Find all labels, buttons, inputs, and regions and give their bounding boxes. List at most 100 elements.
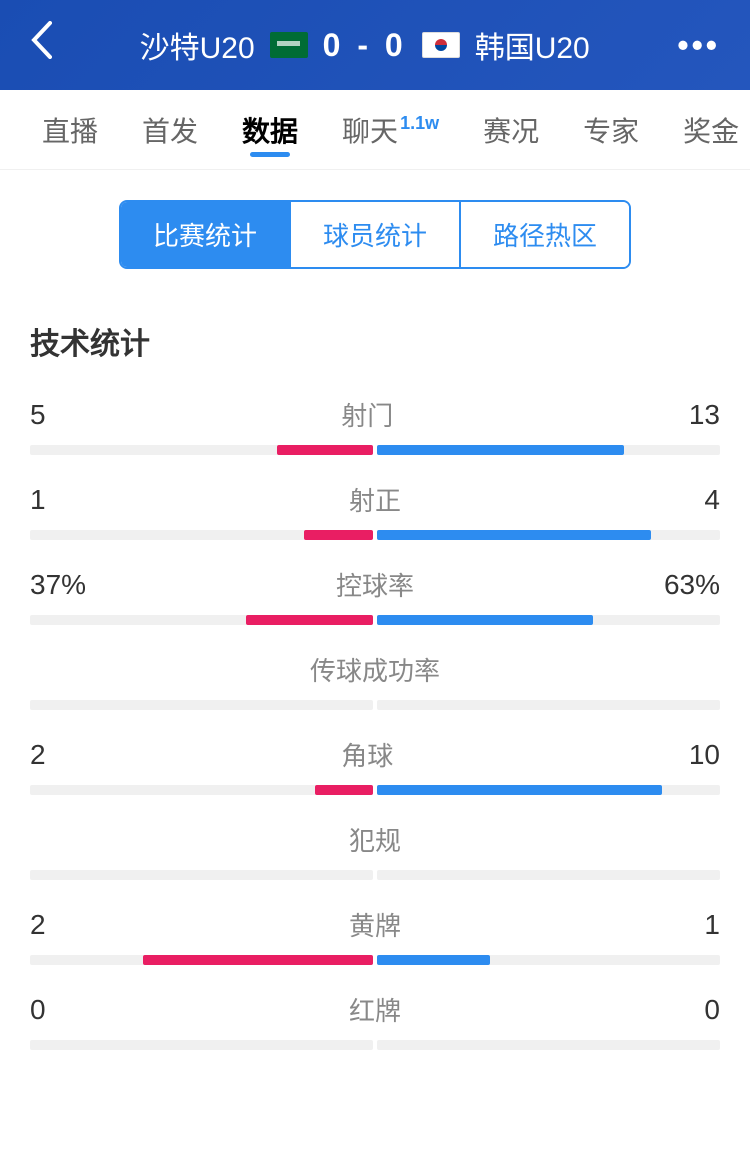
- away-bar-track: [377, 530, 720, 540]
- away-bar-track: [377, 445, 720, 455]
- score-separator: -: [357, 27, 372, 63]
- stat-row: 犯规: [30, 803, 720, 888]
- stat-away-value: 0: [704, 994, 720, 1026]
- away-bar-track: [377, 870, 720, 880]
- away-bar-track: [377, 785, 720, 795]
- stat-bars: [30, 445, 720, 455]
- stat-home-value: 0: [30, 994, 46, 1026]
- tab-0[interactable]: 直播: [20, 90, 120, 169]
- stat-values: 1 射正 4: [30, 481, 720, 518]
- stat-values: 0 红牌 0: [30, 991, 720, 1028]
- stat-home-value: 5: [30, 399, 46, 431]
- stat-home-value: 2: [30, 909, 46, 941]
- match-title: 沙特U20 0 - 0 韩国U20: [62, 23, 667, 67]
- stat-bars: [30, 1040, 720, 1050]
- stat-bars: [30, 700, 720, 710]
- main-tabs: 直播首发数据聊天1.1w赛况专家奖金: [0, 90, 750, 170]
- tab-6[interactable]: 奖金: [661, 90, 750, 169]
- tab-label: 赛况: [483, 110, 539, 150]
- home-score: 0: [323, 27, 345, 63]
- stat-label: 射正: [349, 481, 401, 518]
- stat-row: 2 角球 10: [30, 718, 720, 803]
- stat-row: 1 射正 4: [30, 463, 720, 548]
- home-bar-track: [30, 955, 373, 965]
- stat-row: 5 射门 13: [30, 378, 720, 463]
- chevron-left-icon: [30, 21, 52, 59]
- away-bar-fill: [377, 445, 624, 455]
- tab-label: 奖金: [683, 110, 739, 150]
- tab-label: 数据: [242, 110, 298, 150]
- tab-4[interactable]: 赛况: [461, 90, 561, 169]
- tab-label: 直播: [42, 110, 98, 150]
- section-title: 技术统计: [0, 294, 750, 378]
- stat-bars: [30, 530, 720, 540]
- back-button[interactable]: [20, 11, 62, 79]
- stat-label: 黄牌: [349, 906, 401, 943]
- stat-label: 传球成功率: [310, 651, 440, 688]
- stat-bars: [30, 870, 720, 880]
- more-button[interactable]: •••: [667, 17, 730, 74]
- away-team-name: 韩国U20: [475, 23, 590, 67]
- away-bar-track: [377, 615, 720, 625]
- saudi-flag-icon: [270, 32, 308, 58]
- stats-list: 5射门131射正437%控球率63%传球成功率2角球10犯规2黄牌10红牌0: [0, 378, 750, 1058]
- stat-home-value: 1: [30, 484, 46, 516]
- tab-1[interactable]: 首发: [120, 90, 220, 169]
- stat-label: 射门: [341, 396, 393, 433]
- stat-bars: [30, 615, 720, 625]
- stat-home-value: 2: [30, 739, 46, 771]
- home-bar-track: [30, 1040, 373, 1050]
- stat-away-value: 63%: [664, 569, 720, 601]
- stat-row: 2 黄牌 1: [30, 888, 720, 973]
- stat-away-value: 13: [689, 399, 720, 431]
- home-bar-track: [30, 870, 373, 880]
- stat-away-value: 4: [704, 484, 720, 516]
- tab-label: 专家: [583, 110, 639, 150]
- stat-label: 犯规: [349, 821, 401, 858]
- stat-away-value: 1: [704, 909, 720, 941]
- tab-5[interactable]: 专家: [561, 90, 661, 169]
- away-bar-track: [377, 700, 720, 710]
- sub-tab-0[interactable]: 比赛统计: [121, 202, 291, 267]
- home-bar-fill: [304, 530, 373, 540]
- home-bar-fill: [143, 955, 373, 965]
- tab-3[interactable]: 聊天1.1w: [320, 90, 461, 169]
- tab-badge: 1.1w: [400, 113, 439, 134]
- stat-bars: [30, 785, 720, 795]
- stat-values: 传球成功率: [30, 651, 720, 688]
- away-bar-fill: [377, 785, 662, 795]
- sub-tab-2[interactable]: 路径热区: [461, 202, 629, 267]
- stat-values: 2 黄牌 1: [30, 906, 720, 943]
- stat-away-value: 10: [689, 739, 720, 771]
- stat-label: 角球: [341, 736, 393, 773]
- away-score: 0: [385, 27, 407, 63]
- home-team-name: 沙特U20: [140, 23, 255, 67]
- home-bar-fill: [246, 615, 373, 625]
- away-bar-fill: [377, 615, 593, 625]
- match-header: 沙特U20 0 - 0 韩国U20 •••: [0, 0, 750, 90]
- stat-row: 37% 控球率 63%: [30, 548, 720, 633]
- sub-tab-1[interactable]: 球员统计: [291, 202, 461, 267]
- stat-label: 红牌: [349, 991, 401, 1028]
- stat-bars: [30, 955, 720, 965]
- home-bar-track: [30, 445, 373, 455]
- stat-home-value: 37%: [30, 569, 86, 601]
- stat-values: 2 角球 10: [30, 736, 720, 773]
- stat-values: 37% 控球率 63%: [30, 566, 720, 603]
- match-score: 0 - 0: [323, 27, 407, 64]
- home-bar-fill: [315, 785, 373, 795]
- away-bar-fill: [377, 955, 490, 965]
- tab-label: 聊天: [342, 110, 398, 150]
- home-bar-track: [30, 615, 373, 625]
- home-bar-track: [30, 785, 373, 795]
- sub-tabs-container: 比赛统计球员统计路径热区: [0, 170, 750, 294]
- tab-label: 首发: [142, 110, 198, 150]
- stat-row: 0 红牌 0: [30, 973, 720, 1058]
- tab-2[interactable]: 数据: [220, 90, 320, 169]
- home-bar-fill: [277, 445, 373, 455]
- korea-flag-icon: [422, 32, 460, 58]
- home-bar-track: [30, 530, 373, 540]
- away-bar-fill: [377, 530, 651, 540]
- stat-label: 控球率: [336, 566, 414, 603]
- stat-values: 5 射门 13: [30, 396, 720, 433]
